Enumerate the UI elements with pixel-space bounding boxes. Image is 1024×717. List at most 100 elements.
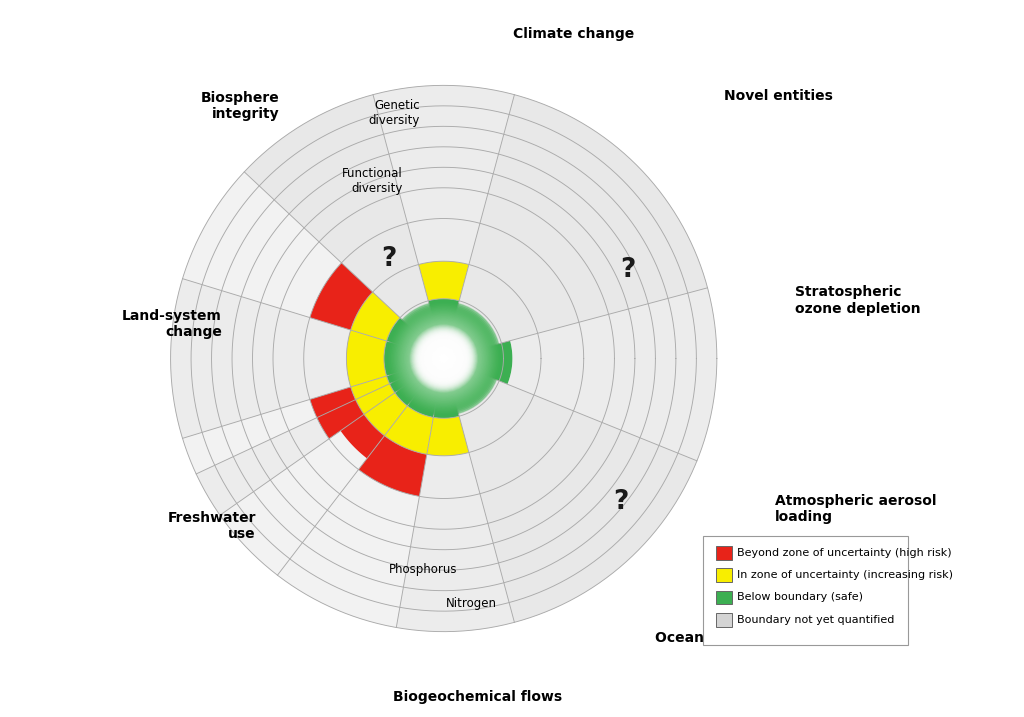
Circle shape xyxy=(414,328,473,389)
Circle shape xyxy=(417,332,470,385)
Polygon shape xyxy=(253,167,635,550)
Circle shape xyxy=(422,337,465,380)
Circle shape xyxy=(427,342,460,375)
Circle shape xyxy=(394,309,494,408)
Circle shape xyxy=(415,329,473,388)
Text: Functional
diversity: Functional diversity xyxy=(342,167,402,195)
Circle shape xyxy=(434,348,454,369)
Circle shape xyxy=(438,353,449,364)
Circle shape xyxy=(407,322,480,395)
Polygon shape xyxy=(346,330,387,387)
FancyBboxPatch shape xyxy=(703,536,908,645)
Polygon shape xyxy=(389,366,432,406)
Polygon shape xyxy=(350,376,395,414)
Polygon shape xyxy=(310,263,373,330)
Text: ?: ? xyxy=(381,247,396,272)
Circle shape xyxy=(437,352,450,365)
Circle shape xyxy=(429,344,458,373)
Circle shape xyxy=(415,330,472,387)
Circle shape xyxy=(427,341,461,376)
Text: Atmospheric aerosol
loading: Atmospheric aerosol loading xyxy=(775,493,936,524)
Circle shape xyxy=(416,331,471,386)
Circle shape xyxy=(418,333,470,384)
Polygon shape xyxy=(408,374,440,417)
Circle shape xyxy=(420,334,468,383)
Circle shape xyxy=(432,347,455,370)
Polygon shape xyxy=(245,95,439,346)
Circle shape xyxy=(406,320,482,397)
Text: In zone of uncertainty (increasing risk): In zone of uncertainty (increasing risk) xyxy=(737,570,953,580)
Polygon shape xyxy=(232,147,655,570)
Circle shape xyxy=(413,327,475,390)
Circle shape xyxy=(402,318,485,399)
Circle shape xyxy=(436,351,451,366)
Circle shape xyxy=(417,331,471,386)
Text: ?: ? xyxy=(621,257,636,282)
Text: Genetic
diversity: Genetic diversity xyxy=(369,99,420,127)
Bar xyxy=(716,613,732,627)
Polygon shape xyxy=(212,126,676,591)
Text: Land-system
change: Land-system change xyxy=(122,309,222,339)
Circle shape xyxy=(428,343,460,374)
Circle shape xyxy=(418,333,469,384)
Bar xyxy=(716,591,732,604)
Circle shape xyxy=(429,344,459,373)
Text: Below boundary (safe): Below boundary (safe) xyxy=(737,592,863,602)
Circle shape xyxy=(417,331,471,386)
Circle shape xyxy=(433,348,454,369)
Circle shape xyxy=(387,302,501,415)
Polygon shape xyxy=(449,366,697,622)
Circle shape xyxy=(437,352,451,365)
Polygon shape xyxy=(373,85,514,265)
Circle shape xyxy=(425,339,463,378)
Circle shape xyxy=(401,316,486,401)
Polygon shape xyxy=(508,288,717,461)
Circle shape xyxy=(439,355,447,363)
Polygon shape xyxy=(419,261,469,301)
Circle shape xyxy=(432,347,455,370)
Circle shape xyxy=(410,324,478,393)
Circle shape xyxy=(413,328,475,389)
Circle shape xyxy=(439,354,449,363)
Circle shape xyxy=(395,310,492,407)
Circle shape xyxy=(416,330,472,387)
Circle shape xyxy=(439,353,449,364)
Circle shape xyxy=(411,326,477,391)
Polygon shape xyxy=(427,416,469,456)
Circle shape xyxy=(428,343,460,374)
Polygon shape xyxy=(396,452,514,632)
Circle shape xyxy=(419,333,469,384)
Text: Phosphorus: Phosphorus xyxy=(389,564,458,576)
Circle shape xyxy=(428,343,459,374)
Circle shape xyxy=(440,355,447,362)
Text: Ocean acidification: Ocean acidification xyxy=(655,632,805,645)
Circle shape xyxy=(423,337,465,380)
Polygon shape xyxy=(273,188,614,529)
Circle shape xyxy=(443,358,444,359)
Circle shape xyxy=(436,351,451,366)
Circle shape xyxy=(420,334,468,383)
Circle shape xyxy=(392,308,495,409)
Circle shape xyxy=(434,349,454,368)
Circle shape xyxy=(409,323,479,394)
Circle shape xyxy=(421,336,466,381)
Polygon shape xyxy=(384,406,433,455)
Circle shape xyxy=(435,349,453,368)
Circle shape xyxy=(411,326,476,391)
Text: Nitrogen: Nitrogen xyxy=(445,597,497,610)
Circle shape xyxy=(411,326,476,391)
Circle shape xyxy=(442,357,444,360)
Polygon shape xyxy=(330,399,384,458)
Circle shape xyxy=(431,346,457,371)
Polygon shape xyxy=(449,95,708,353)
Polygon shape xyxy=(433,376,459,418)
Bar xyxy=(716,546,732,560)
Circle shape xyxy=(397,312,490,405)
Circle shape xyxy=(431,346,456,371)
Circle shape xyxy=(426,341,461,376)
Circle shape xyxy=(416,331,472,386)
Text: Biogeochemical flows: Biogeochemical flows xyxy=(393,690,562,703)
Polygon shape xyxy=(461,341,512,384)
Circle shape xyxy=(410,325,477,392)
Text: ?: ? xyxy=(613,489,629,515)
